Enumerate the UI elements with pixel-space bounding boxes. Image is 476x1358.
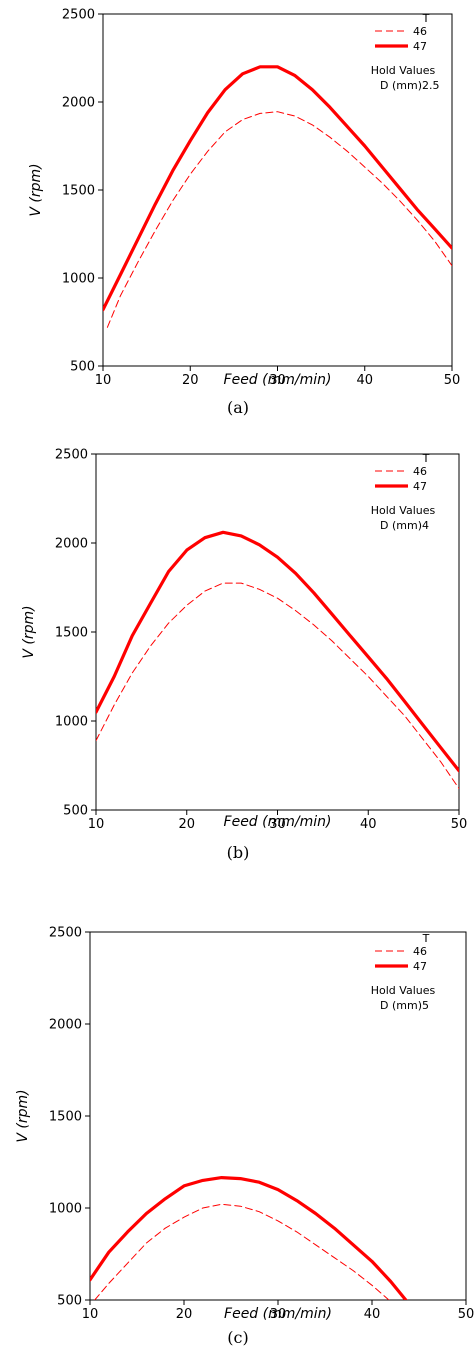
- hold-values-title: Hold Values: [371, 64, 436, 77]
- x-tick-label: 30: [269, 817, 286, 832]
- legend-label-T47: 47: [413, 40, 427, 53]
- y-tick-label: 2500: [55, 448, 88, 463]
- x-tick-label: 30: [269, 373, 286, 388]
- hold-values-title: Hold Values: [371, 984, 436, 997]
- x-tick-label: 20: [182, 373, 199, 388]
- legend-label-T46: 46: [413, 945, 427, 958]
- y-tick-label: 2000: [55, 537, 88, 552]
- y-tick-label: 2500: [62, 8, 95, 23]
- x-tick-label: 40: [356, 373, 373, 388]
- chart-panel-a: 10 20 30 40 50 500 1000 1500 2000 2500 Feed (mm/mi…: [0, 0, 476, 400]
- hold-values-value: 4: [422, 519, 429, 532]
- x-tick-label: 50: [444, 373, 461, 388]
- hold-values-value: 5: [422, 999, 429, 1012]
- hold-values-label: D (mm): [380, 999, 422, 1012]
- y-tick-label: 1000: [49, 1202, 82, 1217]
- legend-label-T47: 47: [413, 960, 427, 973]
- series-line-T47: [103, 65, 452, 312]
- y-tick-label: 1000: [62, 272, 95, 287]
- y-axis-title: V (rpm): [15, 1089, 31, 1142]
- y-axis-title: V (rpm): [21, 605, 37, 658]
- y-tick-label: 1500: [49, 1110, 82, 1125]
- x-tick-label: 10: [88, 817, 105, 832]
- hold-values-title: Hold Values: [371, 504, 436, 517]
- legend-label-T47: 47: [413, 480, 427, 493]
- y-tick-label: 500: [70, 360, 95, 375]
- caption-c: (c): [227, 1328, 249, 1347]
- hold-values-label: D (mm): [380, 79, 422, 92]
- x-tick-label: 40: [360, 817, 377, 832]
- legend-title: T: [422, 932, 430, 945]
- hold-values-label: D (mm): [380, 519, 422, 532]
- chart-svg-b: 10 20 30 40 50 500 1000 1500 2000 2500 Feed (mm/mi…: [21, 448, 468, 833]
- y-tick-label: 1500: [62, 184, 95, 199]
- series-line-T46: [106, 111, 452, 328]
- chart-panel-c: 10 20 30 40 50 500 1000 1500 2000 2500 Feed (mm/mi…: [0, 885, 476, 1330]
- chart-svg-c: 10 20 30 40 50 500 1000 1500 2000 2500 Feed (mm/mi…: [15, 926, 475, 1323]
- y-tick-label: 1000: [55, 715, 88, 730]
- legend-title: T: [422, 12, 430, 25]
- y-axis-title: V (rpm): [28, 163, 44, 216]
- series-line-T46: [94, 1203, 390, 1300]
- x-tick-label: 40: [364, 1307, 381, 1322]
- legend-label-T46: 46: [413, 465, 427, 478]
- x-tick-label: 50: [458, 1307, 475, 1322]
- caption-b: (b): [226, 843, 250, 862]
- legend-label-T46: 46: [413, 25, 427, 38]
- x-tick-label: 50: [451, 817, 468, 832]
- x-tick-label: 10: [82, 1307, 99, 1322]
- y-tick-label: 2500: [49, 926, 82, 941]
- y-tick-label: 1500: [55, 626, 88, 641]
- hold-values-value: 2.5: [422, 79, 440, 92]
- chart-panel-b: 10 20 30 40 50 500 1000 1500 2000 2500 Feed (mm/mi…: [0, 440, 476, 840]
- series-line-T47: [90, 1176, 408, 1300]
- x-tick-label: 20: [178, 817, 195, 832]
- x-tick-label: 30: [270, 1307, 287, 1322]
- x-tick-label: 20: [176, 1307, 193, 1322]
- x-axis-title: Feed (mm/min): [224, 372, 332, 388]
- legend-title: T: [422, 452, 430, 465]
- x-axis-title: Feed (mm/min): [224, 814, 332, 830]
- series-line-T47: [96, 530, 459, 773]
- series-line-T46: [96, 582, 459, 790]
- y-tick-label: 2000: [62, 96, 95, 111]
- y-tick-label: 500: [63, 804, 88, 819]
- caption-a: (a): [226, 398, 250, 417]
- x-axis-title: Feed (mm/min): [224, 1306, 332, 1322]
- x-tick-label: 10: [95, 373, 112, 388]
- y-tick-label: 500: [57, 1294, 82, 1309]
- chart-svg-a: 10 20 30 40 50 500 1000 1500 2000 2500 Feed (mm/mi…: [28, 8, 461, 389]
- y-tick-label: 2000: [49, 1018, 82, 1033]
